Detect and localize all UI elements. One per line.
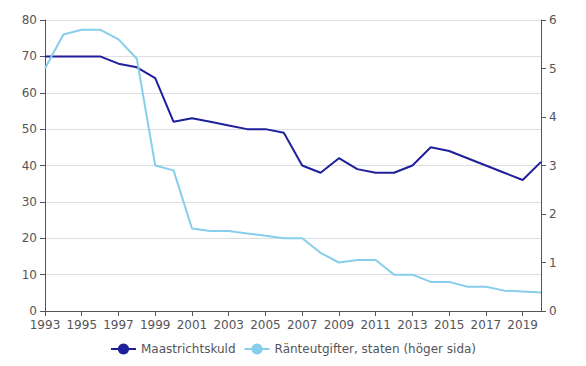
svg-text:3: 3 xyxy=(549,159,557,173)
svg-text:1997: 1997 xyxy=(103,318,134,332)
svg-text:0: 0 xyxy=(549,304,557,318)
svg-text:2007: 2007 xyxy=(287,318,318,332)
svg-text:50: 50 xyxy=(22,122,37,136)
svg-text:2013: 2013 xyxy=(397,318,428,332)
svg-text:1: 1 xyxy=(549,256,557,270)
svg-text:2017: 2017 xyxy=(471,318,502,332)
svg-text:1999: 1999 xyxy=(140,318,171,332)
svg-text:0: 0 xyxy=(29,304,37,318)
svg-text:2005: 2005 xyxy=(250,318,281,332)
svg-text:2003: 2003 xyxy=(213,318,244,332)
svg-text:1995: 1995 xyxy=(66,318,97,332)
svg-text:40: 40 xyxy=(22,159,37,173)
svg-text:Maastrichtskuld: Maastrichtskuld xyxy=(141,342,236,356)
svg-text:4: 4 xyxy=(549,110,557,124)
svg-text:80: 80 xyxy=(22,13,37,27)
svg-text:Ränteutgifter, staten (höger s: Ränteutgifter, staten (höger sida) xyxy=(275,342,476,356)
svg-text:2009: 2009 xyxy=(324,318,355,332)
svg-text:70: 70 xyxy=(22,49,37,63)
svg-text:2015: 2015 xyxy=(434,318,465,332)
svg-text:2019: 2019 xyxy=(507,318,538,332)
svg-text:1993: 1993 xyxy=(30,318,61,332)
svg-text:2001: 2001 xyxy=(177,318,208,332)
svg-text:2011: 2011 xyxy=(360,318,391,332)
svg-text:30: 30 xyxy=(22,195,37,209)
svg-text:10: 10 xyxy=(22,268,37,282)
svg-text:20: 20 xyxy=(22,231,37,245)
svg-text:60: 60 xyxy=(22,86,37,100)
svg-text:2: 2 xyxy=(549,207,557,221)
svg-text:6: 6 xyxy=(549,13,557,27)
svg-text:5: 5 xyxy=(549,62,557,76)
